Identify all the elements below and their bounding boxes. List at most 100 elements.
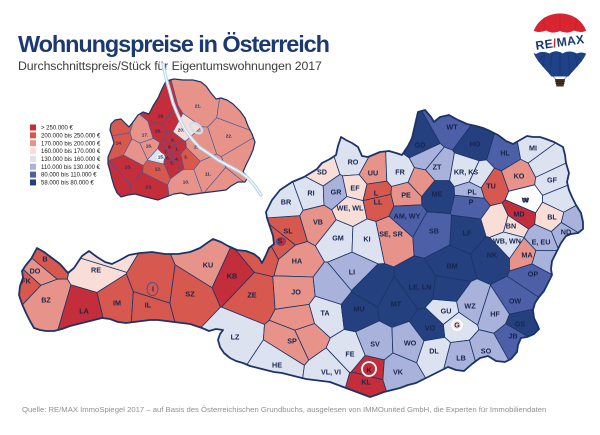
svg-text:18.: 18. xyxy=(155,129,161,134)
svg-text:GF: GF xyxy=(547,175,558,184)
svg-text:> 250.000 €: > 250.000 € xyxy=(41,126,74,132)
svg-text:MD: MD xyxy=(513,209,524,218)
svg-text:FE: FE xyxy=(345,349,354,358)
svg-text:HA: HA xyxy=(292,256,302,265)
svg-text:SV: SV xyxy=(370,339,380,348)
svg-text:VB: VB xyxy=(313,217,323,226)
svg-text:HL: HL xyxy=(500,148,510,157)
svg-text:16.: 16. xyxy=(146,144,152,149)
svg-text:23.: 23. xyxy=(146,185,152,190)
svg-text:5.: 5. xyxy=(170,161,174,166)
svg-text:SZ: SZ xyxy=(185,289,195,298)
svg-text:K: K xyxy=(366,365,372,374)
svg-text:HE: HE xyxy=(272,360,282,369)
svg-text:130.000 bis 160.000 €: 130.000 bis 160.000 € xyxy=(41,157,101,163)
svg-text:WO: WO xyxy=(404,338,417,347)
svg-text:UU: UU xyxy=(368,168,378,177)
svg-text:HO: HO xyxy=(470,139,481,148)
svg-text:SL: SL xyxy=(283,226,293,235)
svg-text:MI: MI xyxy=(529,143,537,152)
svg-text:110.000 bis 130.000 €: 110.000 bis 130.000 € xyxy=(41,165,101,171)
svg-text:OW: OW xyxy=(509,296,522,305)
svg-text:ME: ME xyxy=(432,189,443,198)
svg-text:TU: TU xyxy=(486,181,496,190)
svg-text:KI: KI xyxy=(363,234,370,243)
svg-text:19.: 19. xyxy=(158,114,164,119)
svg-text:6.: 6. xyxy=(166,156,170,161)
svg-text:9.: 9. xyxy=(171,138,175,143)
svg-text:KR, KS: KR, KS xyxy=(454,167,479,176)
svg-text:13.: 13. xyxy=(125,165,131,170)
svg-text:P: P xyxy=(469,197,474,206)
svg-text:SO: SO xyxy=(481,346,492,355)
svg-text:W: W xyxy=(522,195,529,204)
svg-text:SB: SB xyxy=(429,226,439,235)
svg-text:RE: RE xyxy=(91,265,101,274)
svg-text:EF: EF xyxy=(350,183,360,192)
svg-text:8.: 8. xyxy=(168,145,172,150)
svg-text:JO: JO xyxy=(291,287,301,296)
svg-text:200.000 bis 250.000 €: 200.000 bis 250.000 € xyxy=(41,133,101,139)
svg-text:LA: LA xyxy=(79,306,89,315)
svg-text:4.: 4. xyxy=(175,157,179,162)
svg-text:GR: GR xyxy=(331,187,343,196)
svg-text:3.: 3. xyxy=(184,155,188,160)
svg-text:58.000 bis 80.000 €: 58.000 bis 80.000 € xyxy=(41,181,94,187)
svg-text:VK: VK xyxy=(393,367,404,376)
svg-text:G: G xyxy=(454,320,460,329)
svg-text:GM: GM xyxy=(332,233,344,242)
svg-text:GU: GU xyxy=(441,306,452,315)
svg-text:22.: 22. xyxy=(226,134,232,139)
svg-text:11.: 11. xyxy=(205,172,211,177)
svg-text:80.000 bis 110.000 €: 80.000 bis 110.000 € xyxy=(41,173,97,179)
svg-text:15.: 15. xyxy=(158,155,164,160)
svg-text:10.: 10. xyxy=(183,180,189,185)
svg-text:HF: HF xyxy=(490,309,500,318)
svg-text:14.: 14. xyxy=(116,141,122,146)
svg-text:VO: VO xyxy=(425,323,436,332)
svg-text:PE: PE xyxy=(401,190,411,199)
svg-text:LE, LN: LE, LN xyxy=(409,282,432,291)
svg-text:WB, WN: WB, WN xyxy=(493,236,521,245)
svg-text:SP: SP xyxy=(287,336,297,345)
svg-text:RE/MAX: RE/MAX xyxy=(535,32,586,53)
svg-text:S: S xyxy=(278,236,283,245)
svg-text:W: W xyxy=(523,197,530,204)
svg-text:VL, VI: VL, VI xyxy=(321,367,341,376)
svg-text:MT: MT xyxy=(391,299,402,308)
svg-text:LZ: LZ xyxy=(231,332,240,341)
svg-text:I: I xyxy=(152,284,154,293)
svg-text:PL: PL xyxy=(467,187,477,196)
svg-text:FK: FK xyxy=(21,276,31,285)
svg-text:FR: FR xyxy=(395,167,405,176)
svg-text:MU: MU xyxy=(353,304,364,313)
svg-text:BM: BM xyxy=(446,261,457,270)
svg-text:AM, WY: AM, WY xyxy=(394,211,421,220)
svg-text:BL: BL xyxy=(547,212,557,221)
svg-text:E, EU: E, EU xyxy=(532,237,551,246)
svg-text:17.: 17. xyxy=(142,133,148,138)
svg-text:WT: WT xyxy=(446,122,458,131)
svg-text:WE, WL: WE, WL xyxy=(337,203,364,212)
svg-text:2.: 2. xyxy=(194,145,198,150)
svg-text:DL: DL xyxy=(429,346,439,355)
svg-text:160.000 bis 170.000 €: 160.000 bis 170.000 € xyxy=(41,149,101,155)
svg-text:20.: 20. xyxy=(178,128,184,133)
svg-text:IM: IM xyxy=(113,298,121,307)
svg-text:12.: 12. xyxy=(155,167,161,172)
svg-text:ZE: ZE xyxy=(247,290,256,299)
svg-text:BN: BN xyxy=(506,221,516,230)
svg-text:21.: 21. xyxy=(195,104,201,109)
svg-text:OP: OP xyxy=(528,269,539,278)
svg-text:GS: GS xyxy=(515,319,526,328)
svg-text:LI: LI xyxy=(349,267,355,276)
svg-text:KL: KL xyxy=(361,377,371,386)
svg-text:BR: BR xyxy=(281,197,292,206)
svg-text:170.000 bis 200.000 €: 170.000 bis 200.000 € xyxy=(41,141,101,147)
svg-text:SE, SR: SE, SR xyxy=(379,229,403,238)
svg-text:LB: LB xyxy=(456,353,466,362)
svg-text:RI: RI xyxy=(307,188,314,197)
svg-text:SD: SD xyxy=(317,167,327,176)
svg-text:KO: KO xyxy=(514,171,525,180)
svg-text:GD: GD xyxy=(415,140,426,149)
